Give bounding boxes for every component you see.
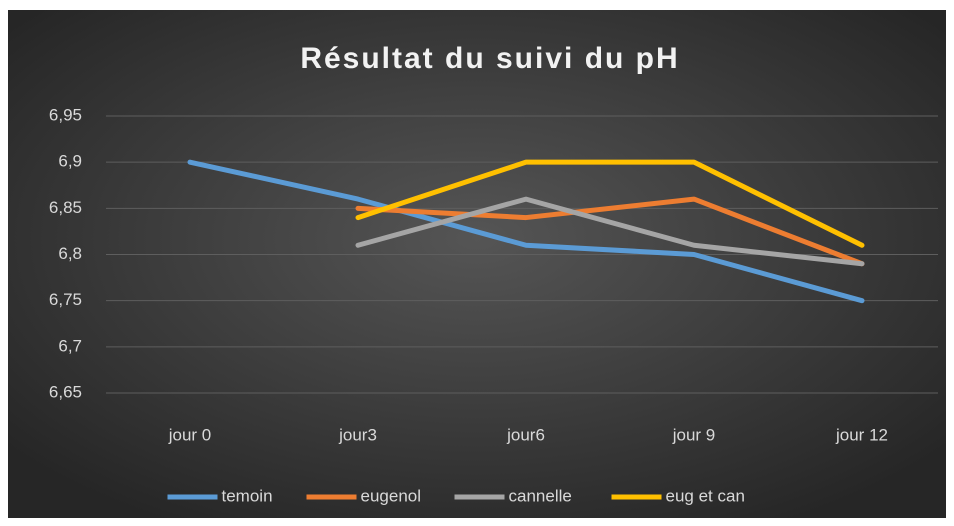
y-tick-label: 6,9 bbox=[58, 152, 82, 171]
x-tick-label: jour3 bbox=[338, 425, 377, 444]
y-tick-label: 6,75 bbox=[49, 290, 82, 309]
x-tick-label: jour6 bbox=[506, 425, 545, 444]
chart-title: Résultat du suivi du pH bbox=[300, 42, 679, 75]
legend-label: eug et can bbox=[666, 486, 745, 505]
y-tick-label: 6,95 bbox=[49, 105, 82, 124]
legend-label: eugenol bbox=[361, 486, 422, 505]
series-line bbox=[187, 159, 865, 304]
y-tick-label: 6,65 bbox=[49, 382, 82, 401]
series-line bbox=[355, 159, 865, 248]
y-tick-label: 6,8 bbox=[58, 244, 82, 263]
legend-label: cannelle bbox=[509, 486, 572, 505]
y-tick-label: 6,7 bbox=[58, 336, 82, 355]
x-tick-label: jour 9 bbox=[672, 425, 716, 444]
series-line bbox=[355, 196, 865, 267]
y-tick-label: 6,85 bbox=[49, 198, 82, 217]
x-tick-label: jour 0 bbox=[168, 425, 212, 444]
series-line bbox=[355, 196, 865, 267]
chart-background bbox=[8, 10, 946, 518]
x-tick-label: jour 12 bbox=[835, 425, 888, 444]
legend-label: temoin bbox=[222, 486, 273, 505]
